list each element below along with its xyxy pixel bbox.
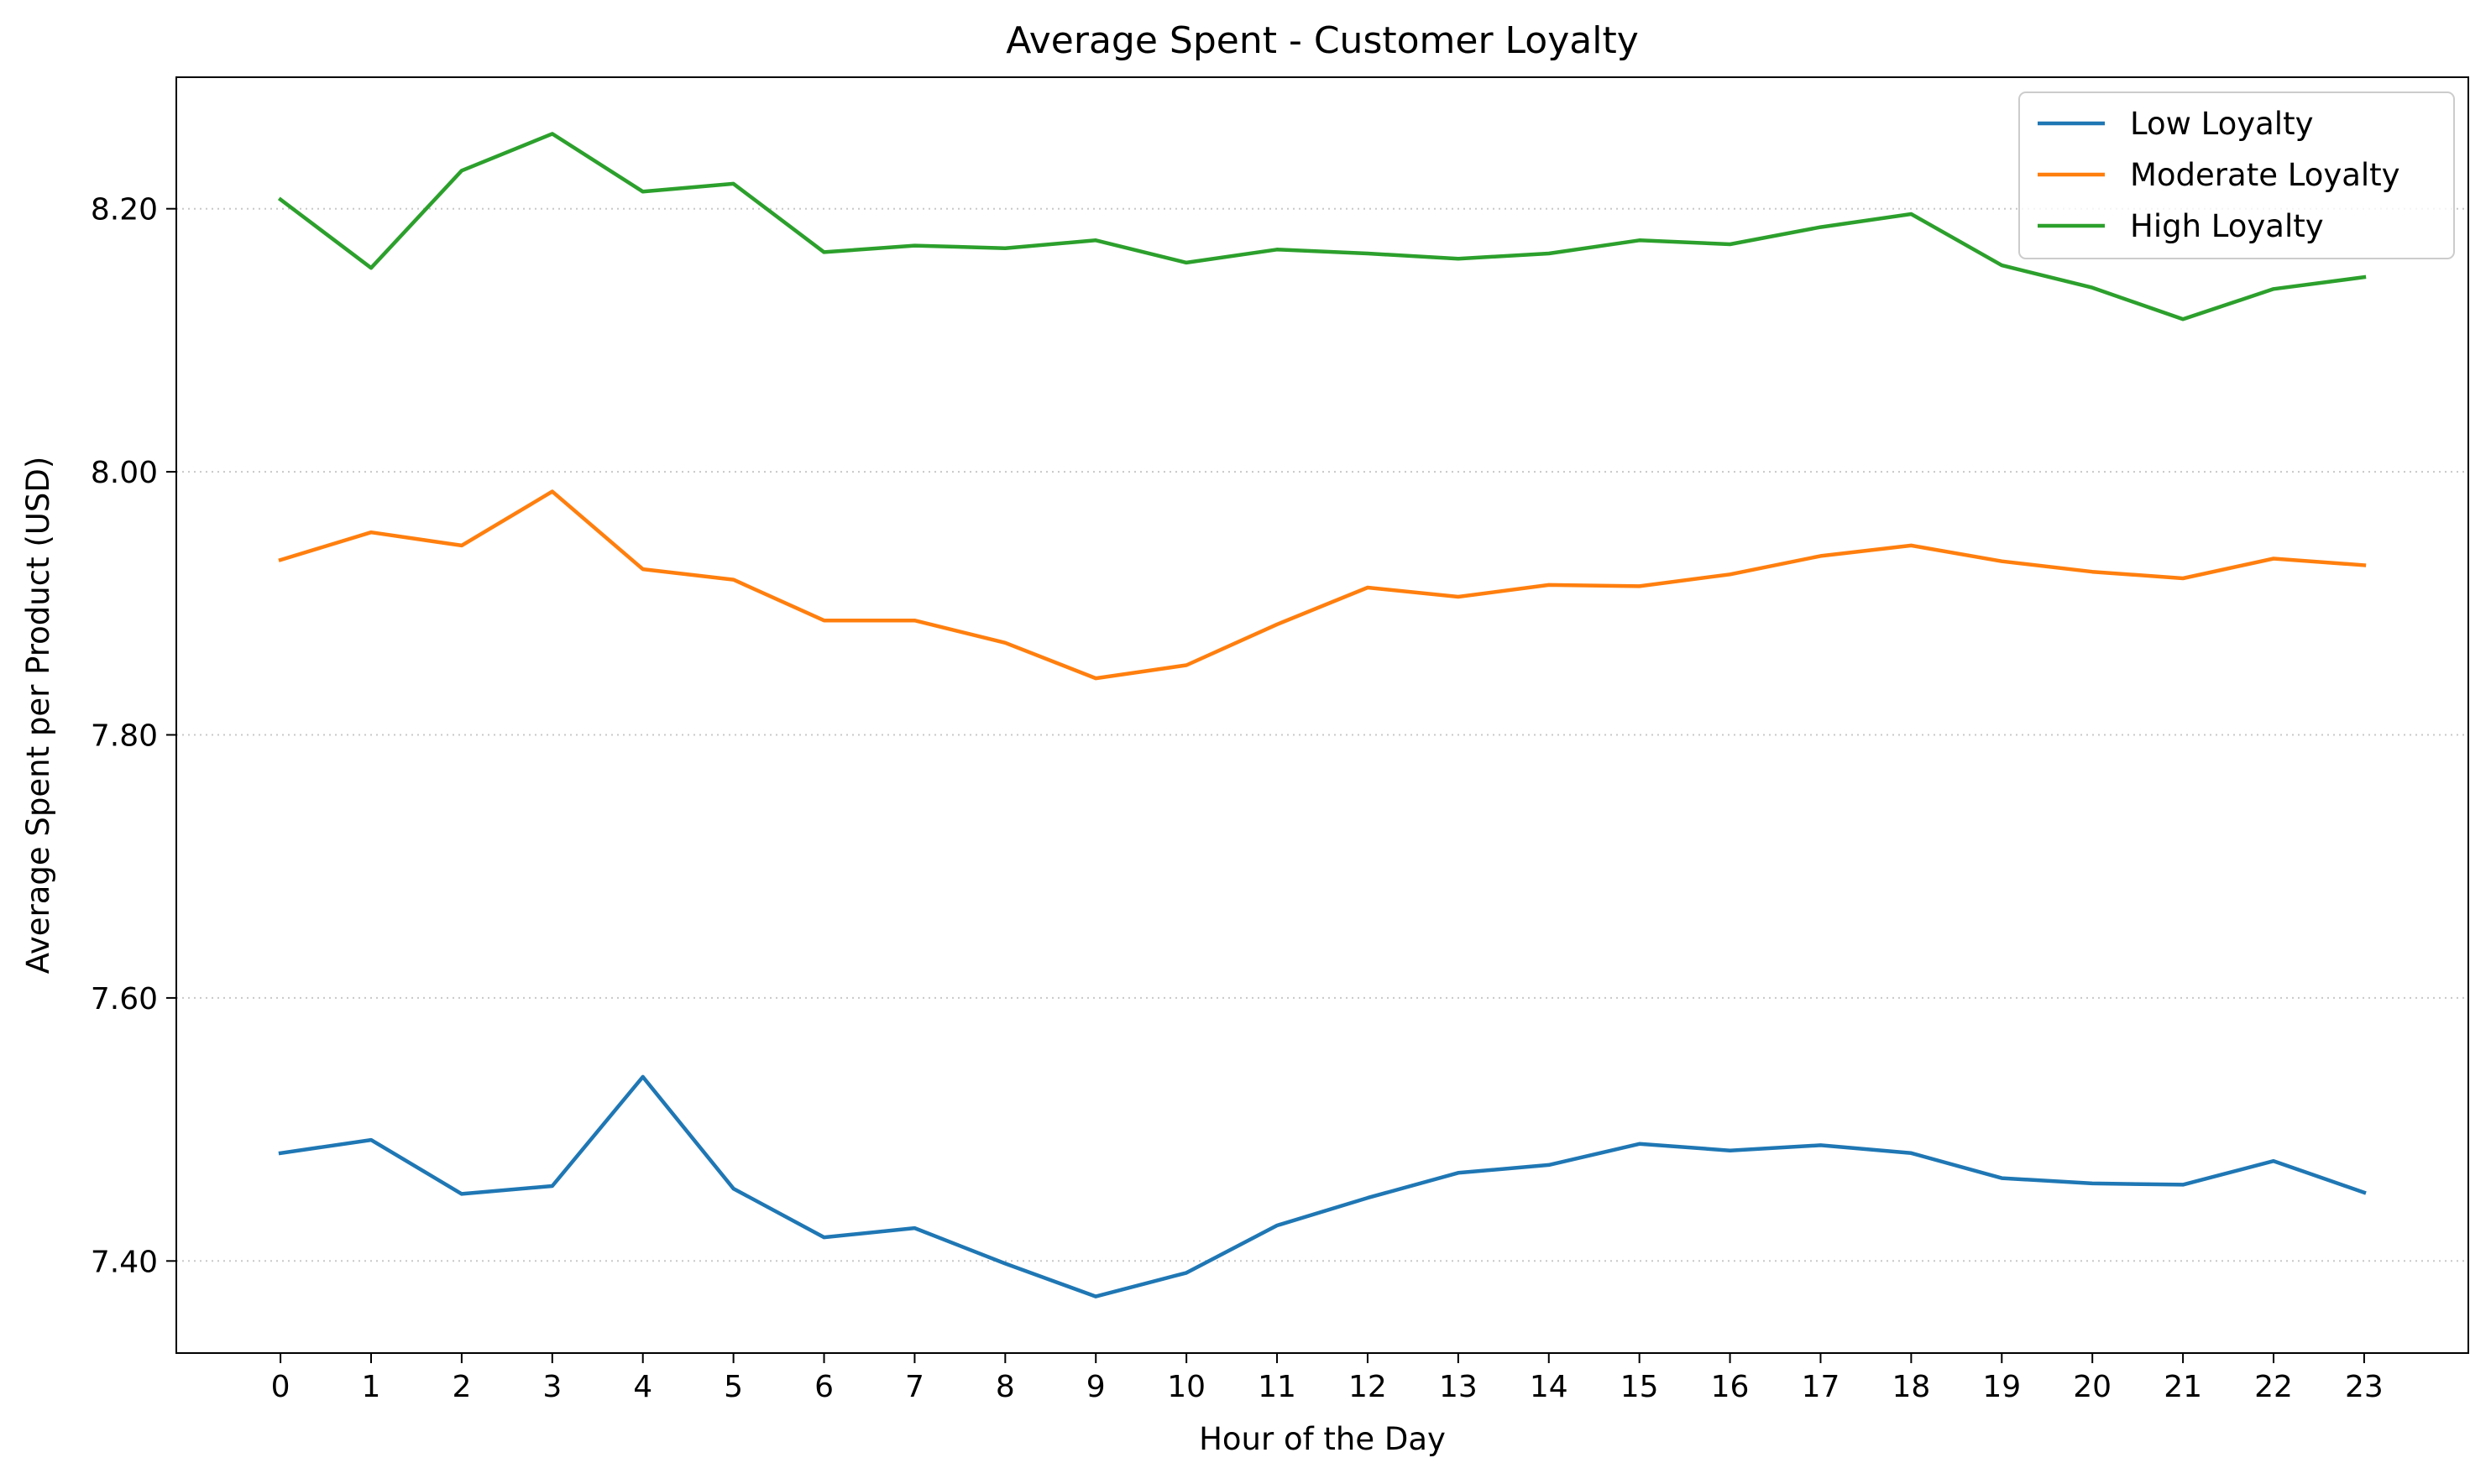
chart-title: Average Spent - Customer Loyalty [1006,19,1638,62]
x-tick-label: 8 [996,1370,1015,1404]
x-tick-label: 15 [1620,1370,1659,1404]
x-tick-label: 1 [362,1370,381,1404]
series-lines [277,132,2367,1298]
x-tick-label: 3 [542,1370,562,1404]
x-tick-label: 16 [1711,1370,1750,1404]
plot-frame [175,76,2469,1354]
x-tick-label: 6 [814,1370,834,1404]
x-axis-ticks: 0 1 2 3 4 5 6 7 8 9 10 11 12 13 14 15 16 17 18 19 20 21 22 23 [271,1353,2384,1404]
y-axis-ticks: 7.40 7.60 7.80 8.00 8.20 [91,193,176,1279]
y-tick-label: 7.40 [91,1245,158,1279]
x-tick-label: 7 [905,1370,924,1404]
series-line [278,1074,2367,1298]
y-tick-label: 8.00 [91,456,158,490]
x-axis-label: Hour of the Day [1199,1421,1446,1457]
legend: Low Loyalty Moderate Loyalty High Loyalty [2018,91,2455,259]
x-tick-label: 18 [1892,1370,1930,1404]
x-tick-label: 5 [724,1370,743,1404]
x-tick-label: 10 [1167,1370,1206,1404]
y-axis-label: Average Spent per Product (USD) [20,457,56,975]
y-tick-label: 8.20 [91,193,158,227]
x-tick-label: 17 [1802,1370,1840,1404]
x-tick-label: 19 [1982,1370,2021,1404]
x-tick-label: 11 [1258,1370,1296,1404]
gridlines [176,207,2468,1262]
legend-label: Low Loyalty [2130,106,2313,142]
x-tick-label: 14 [1530,1370,1568,1404]
x-tick-label: 4 [633,1370,652,1404]
x-tick-label: 21 [2164,1370,2202,1404]
x-tick-label: 12 [1348,1370,1387,1404]
y-tick-label: 7.80 [91,719,158,754]
legend-box [2018,91,2455,259]
series-line [278,489,2367,681]
legend-label: High Loyalty [2130,208,2324,244]
x-tick-label: 2 [452,1370,471,1404]
legend-label: Moderate Loyalty [2130,157,2400,193]
x-tick-label: 20 [2073,1370,2112,1404]
x-tick-label: 23 [2345,1370,2384,1404]
x-tick-label: 9 [1086,1370,1106,1404]
y-tick-label: 7.60 [91,982,158,1016]
x-tick-label: 13 [1439,1370,1478,1404]
series-line [277,132,2367,321]
x-tick-label: 0 [271,1370,290,1404]
x-tick-label: 22 [2254,1370,2293,1404]
